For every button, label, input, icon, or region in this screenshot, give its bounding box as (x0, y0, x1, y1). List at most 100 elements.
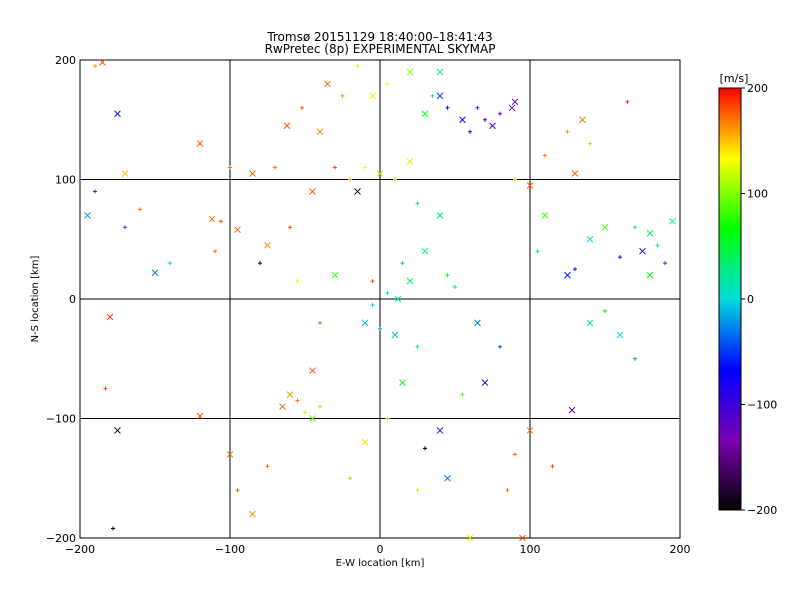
marker-cross-stroke (151, 269, 159, 277)
data-point (265, 464, 270, 469)
data-point (541, 211, 549, 219)
data-point (123, 225, 127, 230)
data-point (295, 279, 300, 284)
marker-cross-stroke (121, 170, 129, 177)
data-point (84, 211, 91, 219)
marker-cross-stroke (541, 211, 549, 219)
data-point (363, 165, 367, 170)
data-point (399, 379, 406, 387)
data-point (639, 247, 646, 255)
marker-cross-stroke (568, 406, 576, 414)
data-point (481, 379, 489, 387)
marker-cross-stroke (421, 247, 429, 255)
marker-cross-stroke (669, 217, 676, 225)
data-point (309, 367, 316, 375)
colorbar-tick-label: 0 (747, 293, 754, 306)
x-tick-label: −200 (65, 543, 95, 556)
data-point (288, 225, 292, 230)
data-point (588, 141, 592, 146)
data-point (535, 249, 540, 254)
data-point (421, 247, 429, 255)
marker-cross-stroke (249, 510, 256, 518)
marker-cross-stroke (586, 235, 594, 243)
data-point (378, 326, 382, 331)
marker-cross-stroke (361, 319, 369, 327)
data-point (385, 81, 390, 86)
data-point (415, 344, 420, 349)
data-point (459, 116, 466, 124)
data-point (474, 319, 481, 327)
x-tick-label: 0 (377, 543, 384, 556)
marker-cross-stroke (508, 104, 516, 112)
marker-cross-stroke (234, 226, 241, 234)
marker-cross-stroke (489, 122, 496, 130)
marker-cross-stroke (99, 59, 106, 66)
data-point (445, 273, 450, 278)
marker-cross-stroke (406, 158, 414, 165)
colorbar-tick-label: −200 (747, 504, 777, 517)
marker-cross-stroke (324, 80, 331, 88)
marker-cross-stroke (511, 98, 519, 106)
data-point (513, 177, 517, 182)
data-point (489, 122, 496, 130)
marker-cross-stroke (196, 412, 204, 420)
data-point (526, 182, 534, 189)
data-point (114, 427, 121, 434)
data-point (511, 98, 519, 106)
marker-cross-stroke (309, 367, 316, 375)
marker-cross-stroke (571, 170, 579, 177)
data-point (475, 105, 480, 110)
colorbar-tick-label: 200 (747, 82, 768, 95)
data-point (618, 255, 622, 260)
marker-cross-stroke (474, 319, 481, 327)
marker-cross-stroke (283, 122, 291, 130)
data-point (264, 241, 271, 249)
data-point (415, 201, 420, 206)
data-point (513, 452, 517, 457)
data-point (228, 165, 232, 170)
colorbar-tick-label: −100 (747, 399, 777, 412)
marker-cross-stroke (436, 211, 444, 219)
marker-cross-stroke (526, 182, 534, 189)
colorbar-label: [m/s] (720, 72, 749, 85)
marker-cross-stroke (481, 379, 489, 387)
data-point (316, 128, 324, 136)
data-point (168, 261, 172, 266)
data-point (93, 189, 97, 194)
marker-cross-stroke (286, 391, 294, 398)
y-axis-label: N-S location [km] (30, 256, 41, 343)
grid-lines (80, 60, 680, 538)
data-point (235, 488, 240, 493)
data-point (213, 249, 217, 254)
marker-cross-stroke (354, 188, 361, 195)
marker-cross-stroke (601, 223, 609, 231)
marker-cross-stroke (391, 331, 399, 339)
data-point (114, 110, 121, 118)
data-point (543, 153, 547, 158)
marker-cross-stroke (114, 427, 121, 434)
marker-cross-stroke (639, 247, 646, 255)
data-point (460, 392, 465, 397)
data-point (103, 386, 108, 391)
y-tick-label: −100 (46, 413, 76, 426)
data-point (436, 92, 444, 100)
data-point (376, 170, 384, 177)
marker-cross-stroke (106, 313, 114, 321)
data-point (436, 211, 444, 219)
data-point (406, 277, 414, 285)
marker-cross-stroke (376, 170, 384, 177)
x-tick-label: 100 (520, 543, 541, 556)
data-point (453, 285, 457, 290)
marker-cross-stroke (84, 211, 91, 219)
marker-cross-stroke (114, 110, 121, 118)
x-axis-ticks: −200 −100 0 100 200 (65, 543, 691, 556)
x-tick-label: −100 (215, 543, 245, 556)
marker-cross-stroke (196, 140, 204, 148)
data-point (370, 279, 375, 284)
marker-cross-stroke (444, 474, 451, 482)
data-point (669, 217, 676, 225)
x-axis-label: E-W location [km] (336, 558, 425, 569)
data-point (565, 129, 570, 134)
data-point (430, 93, 435, 98)
data-point (121, 170, 129, 177)
